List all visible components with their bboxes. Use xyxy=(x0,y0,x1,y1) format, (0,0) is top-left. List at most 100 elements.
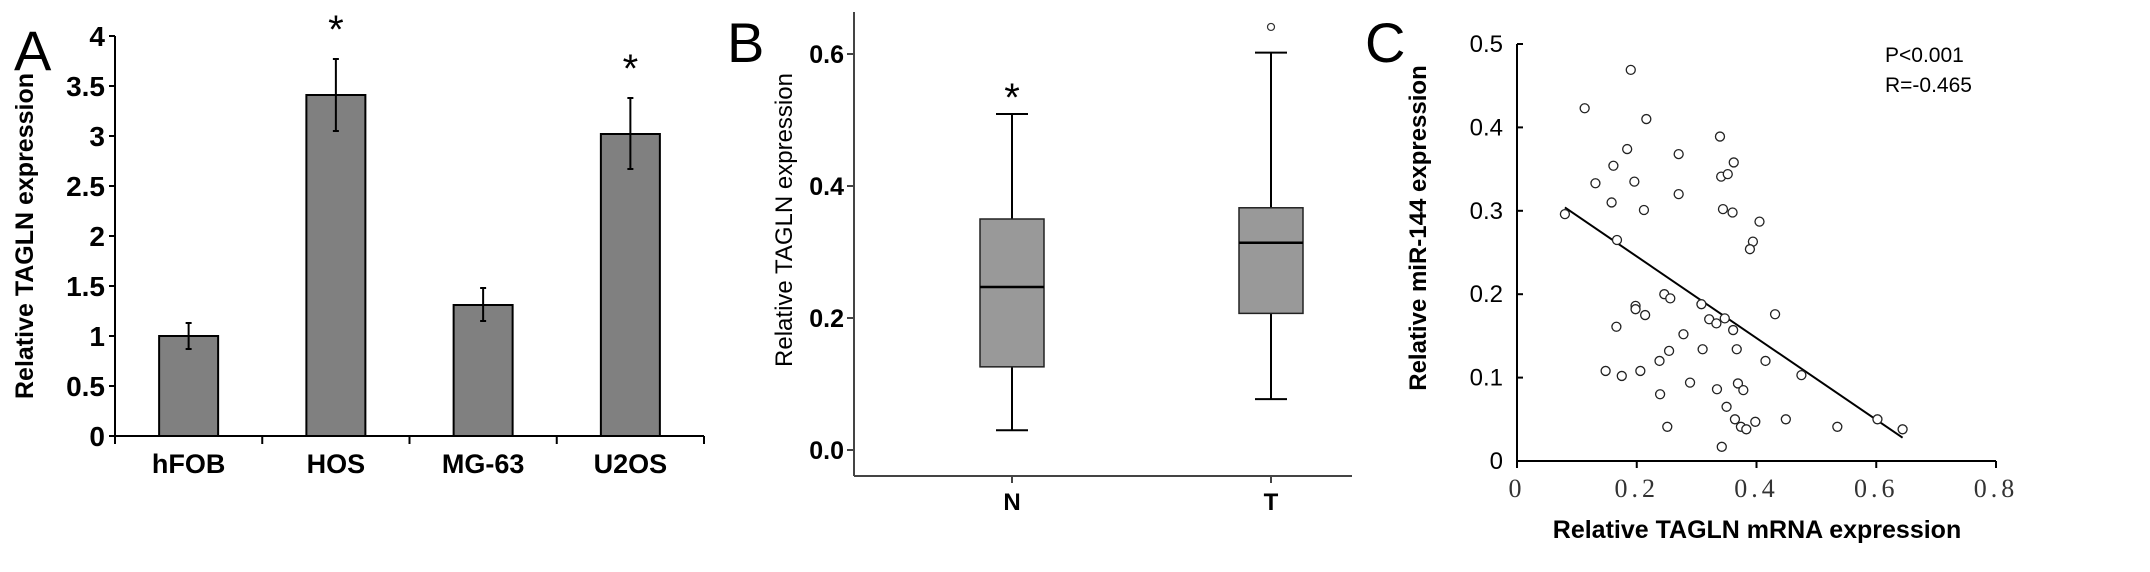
x-tick-label: N xyxy=(1003,489,1020,516)
scatter-point xyxy=(1662,421,1673,432)
scatter-point xyxy=(1635,365,1646,377)
scatter-point xyxy=(1719,313,1730,324)
scatter-point xyxy=(1600,365,1611,377)
r-value-label: R=-0.465 xyxy=(1885,74,1972,97)
scatter-point xyxy=(1732,378,1744,389)
y-tick-label: 0.5 xyxy=(66,371,105,402)
scatter-point xyxy=(1716,441,1727,452)
y-tick-label: 0.5 xyxy=(1470,31,1503,58)
scatter-point xyxy=(1625,64,1636,76)
scatter-point xyxy=(1872,414,1883,425)
y-tick-label: 0.6 xyxy=(809,41,844,69)
y-tick-label: 1.5 xyxy=(66,271,105,302)
y-tick-label: 0.4 xyxy=(809,173,844,201)
scatter-point xyxy=(1630,304,1641,315)
x-tick-label: 0.4 xyxy=(1734,474,1779,503)
y-tick-label: 0 xyxy=(1490,448,1503,475)
scatter-point xyxy=(1673,148,1684,160)
scatter-point xyxy=(1760,355,1771,367)
scatter-point xyxy=(1744,244,1756,255)
scatter-point xyxy=(1678,329,1689,340)
scatter-point xyxy=(1641,113,1652,125)
scatter-point xyxy=(1579,103,1590,114)
y-tick-label: 0.2 xyxy=(1470,281,1503,308)
scatter-point xyxy=(1638,204,1650,216)
scatter-point xyxy=(1731,344,1742,355)
box-t xyxy=(1238,207,1304,315)
bar-mg-63 xyxy=(452,304,514,437)
scatter-point xyxy=(1750,416,1761,427)
x-tick-label: 0 xyxy=(1509,474,1526,503)
scatter-point xyxy=(1611,321,1622,332)
scatter-point xyxy=(1722,168,1733,180)
bar-hfob xyxy=(158,335,220,437)
y-tick-label: 3 xyxy=(89,121,105,152)
y-tick-label: 3.5 xyxy=(66,71,105,102)
panel-a-ylabel: Relative TAGLN expression xyxy=(11,73,39,399)
scatter-point xyxy=(1754,216,1765,227)
y-tick-label: 0.1 xyxy=(1470,365,1503,392)
scatter-point xyxy=(1780,414,1791,425)
scatter-point xyxy=(1711,384,1723,395)
scatter-point xyxy=(1727,324,1739,336)
regression-line xyxy=(1564,206,1904,439)
y-tick-label: 2.5 xyxy=(66,171,105,202)
panel-c-xlabel: Relative TAGLN mRNA expression xyxy=(1553,516,1961,544)
y-tick-label: 0 xyxy=(89,421,105,452)
panel-b-ylabel: Relative TAGLN expression xyxy=(771,73,798,367)
panel-b-box-plot: B Relative TAGLN expression 0.0 0.2 0.4 0.6… xyxy=(727,11,1352,516)
y-tick-label: 0.4 xyxy=(1470,114,1503,141)
scatter-point xyxy=(1696,299,1707,310)
scatter-point xyxy=(1611,234,1623,246)
y-tick-label: 4 xyxy=(89,21,105,52)
scatter-point xyxy=(1622,143,1633,155)
scatter-point xyxy=(1727,207,1738,218)
scatter-point xyxy=(1663,345,1675,357)
panel-c-label: C xyxy=(1365,11,1405,74)
scatter-point xyxy=(1639,309,1651,321)
scatter-point xyxy=(1665,293,1676,304)
scatter-point xyxy=(1697,344,1708,355)
bar-hos xyxy=(305,94,367,437)
scatter-point xyxy=(1897,424,1908,435)
x-tick-label: 0.2 xyxy=(1615,474,1660,503)
scatter-point xyxy=(1714,131,1726,142)
y-tick-label: 0.2 xyxy=(809,305,844,333)
scatter-point xyxy=(1796,369,1807,381)
scatter-point xyxy=(1711,318,1722,329)
outlier-point xyxy=(1266,22,1276,32)
scatter-point xyxy=(1608,160,1619,171)
scatter-point xyxy=(1606,197,1617,208)
x-tick-label: T xyxy=(1264,489,1279,516)
scatter-point xyxy=(1559,208,1571,220)
y-tick-label: 2 xyxy=(89,221,105,252)
y-tick-label: 1 xyxy=(89,321,105,352)
x-tick-label: hFOB xyxy=(152,449,226,479)
scatter-point xyxy=(1673,188,1684,200)
y-tick-label: 0.0 xyxy=(809,437,844,465)
scatter-point xyxy=(1654,389,1666,400)
y-tick-label: 0.3 xyxy=(1470,198,1503,225)
panel-c-scatter-plot: C Relative miR-144 expression Relative T… xyxy=(1365,11,2014,544)
x-tick-label: MG-63 xyxy=(442,449,525,479)
scatter-point xyxy=(1832,421,1843,432)
scatter-point xyxy=(1738,384,1749,396)
significance-star: * xyxy=(1004,76,1020,120)
x-tick-label: 0.6 xyxy=(1854,474,1899,503)
significance-star: * xyxy=(623,47,639,91)
panel-c-ylabel: Relative miR-144 expression xyxy=(1405,65,1432,391)
panel-b-label: B xyxy=(727,11,764,74)
scatter-point xyxy=(1717,203,1729,215)
scatter-point xyxy=(1654,355,1665,367)
panel-a-bar-chart: A Relative TAGLN expression 0 0.5 1 1.5 2 2.5… xyxy=(11,8,705,479)
scatter-point xyxy=(1629,176,1640,187)
scatter-point xyxy=(1590,178,1601,189)
scatter-point xyxy=(1616,370,1627,382)
scatter-point xyxy=(1769,309,1781,320)
box-n xyxy=(979,218,1045,368)
x-tick-label: U2OS xyxy=(594,449,668,479)
scatter-point xyxy=(1741,424,1752,435)
significance-star: * xyxy=(328,8,344,52)
scatter-point xyxy=(1729,414,1741,425)
